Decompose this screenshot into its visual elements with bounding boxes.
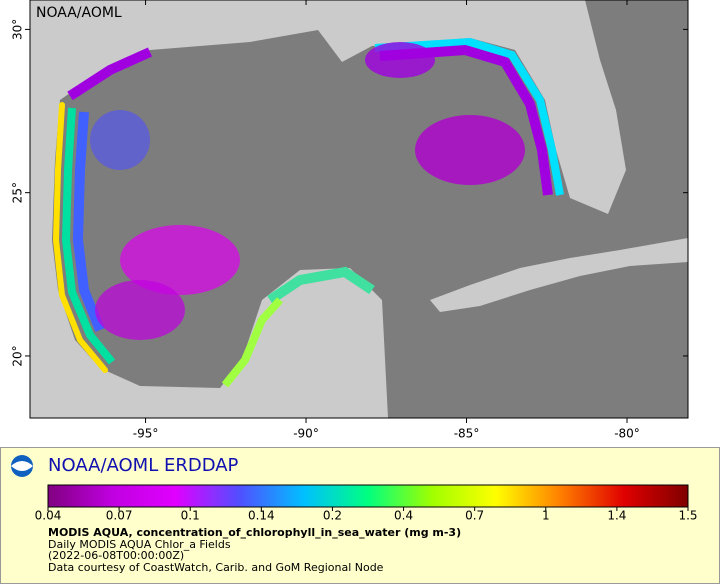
coastal-bloom-north (67, 47, 153, 101)
colorbar-tick-label: 0.4 (394, 509, 413, 523)
colorbar (47, 484, 689, 508)
coastal-bloom-east (374, 37, 564, 196)
map-header: NOAA/AOML (36, 5, 122, 21)
colorbar-tick-label: 0.7 (465, 509, 484, 523)
legend-title: NOAA/AOML ERDDAP (48, 455, 239, 476)
noaa-logo-bird (11, 461, 33, 471)
bloom-patch (365, 42, 435, 78)
y-tick-label: 30° (11, 19, 25, 40)
map-frame (29, 0, 689, 419)
colorbar-tick-label: 0.2 (323, 509, 342, 523)
bloom-patch (415, 115, 525, 185)
x-tick-label: -80° (614, 427, 640, 441)
y-tick-label: 20° (11, 345, 25, 366)
map (30, 0, 688, 418)
cuba (430, 238, 688, 312)
bloom-patch (120, 225, 240, 295)
campeche-bloom (221, 297, 283, 388)
legend-panel (0, 447, 720, 584)
legend-line: MODIS AQUA, concentration_of_chlorophyll… (48, 526, 461, 539)
colorbar-tick-label: 1.4 (607, 509, 626, 523)
legend-line: Daily MODIS AQUA Chlor_a Fields (48, 538, 231, 551)
legend-line: Data courtesy of CoastWatch, Carib. and … (48, 561, 384, 574)
colorbar-tick-label: 0.1 (181, 509, 200, 523)
colorbar-tick-label: 0.07 (106, 509, 133, 523)
coastal-bloom-west-3 (72, 111, 105, 332)
coastal-bloom-west-2 (61, 107, 116, 365)
coastal-bloom-west (52, 102, 108, 373)
colorbar-tick-label: 1 (542, 509, 550, 523)
coastal-bloom-east-2 (379, 44, 553, 196)
x-tick-label: -85° (454, 427, 480, 441)
bloom-patch (90, 110, 150, 170)
legend-line: (2022-06-08T00:00:00Z) (48, 549, 184, 562)
yucatan-bloom (267, 266, 375, 305)
bloom-patch (95, 280, 185, 340)
x-tick-label: -90° (293, 427, 319, 441)
colorbar-ticks: 0.04 0.07 0.1 0.14 0.2 0.4 0.7 1 1.4 1.5 (35, 507, 698, 523)
colorbar-tick-label: 0.04 (35, 509, 62, 523)
y-tick-label: 25° (11, 182, 25, 203)
x-tick-label: -95° (133, 427, 159, 441)
colorbar-tick-label: 0.14 (248, 509, 275, 523)
colorbar-tick-label: 1.5 (678, 509, 697, 523)
axes: -95° -90° -85° -80° 20° 25° 30° (11, 0, 688, 441)
